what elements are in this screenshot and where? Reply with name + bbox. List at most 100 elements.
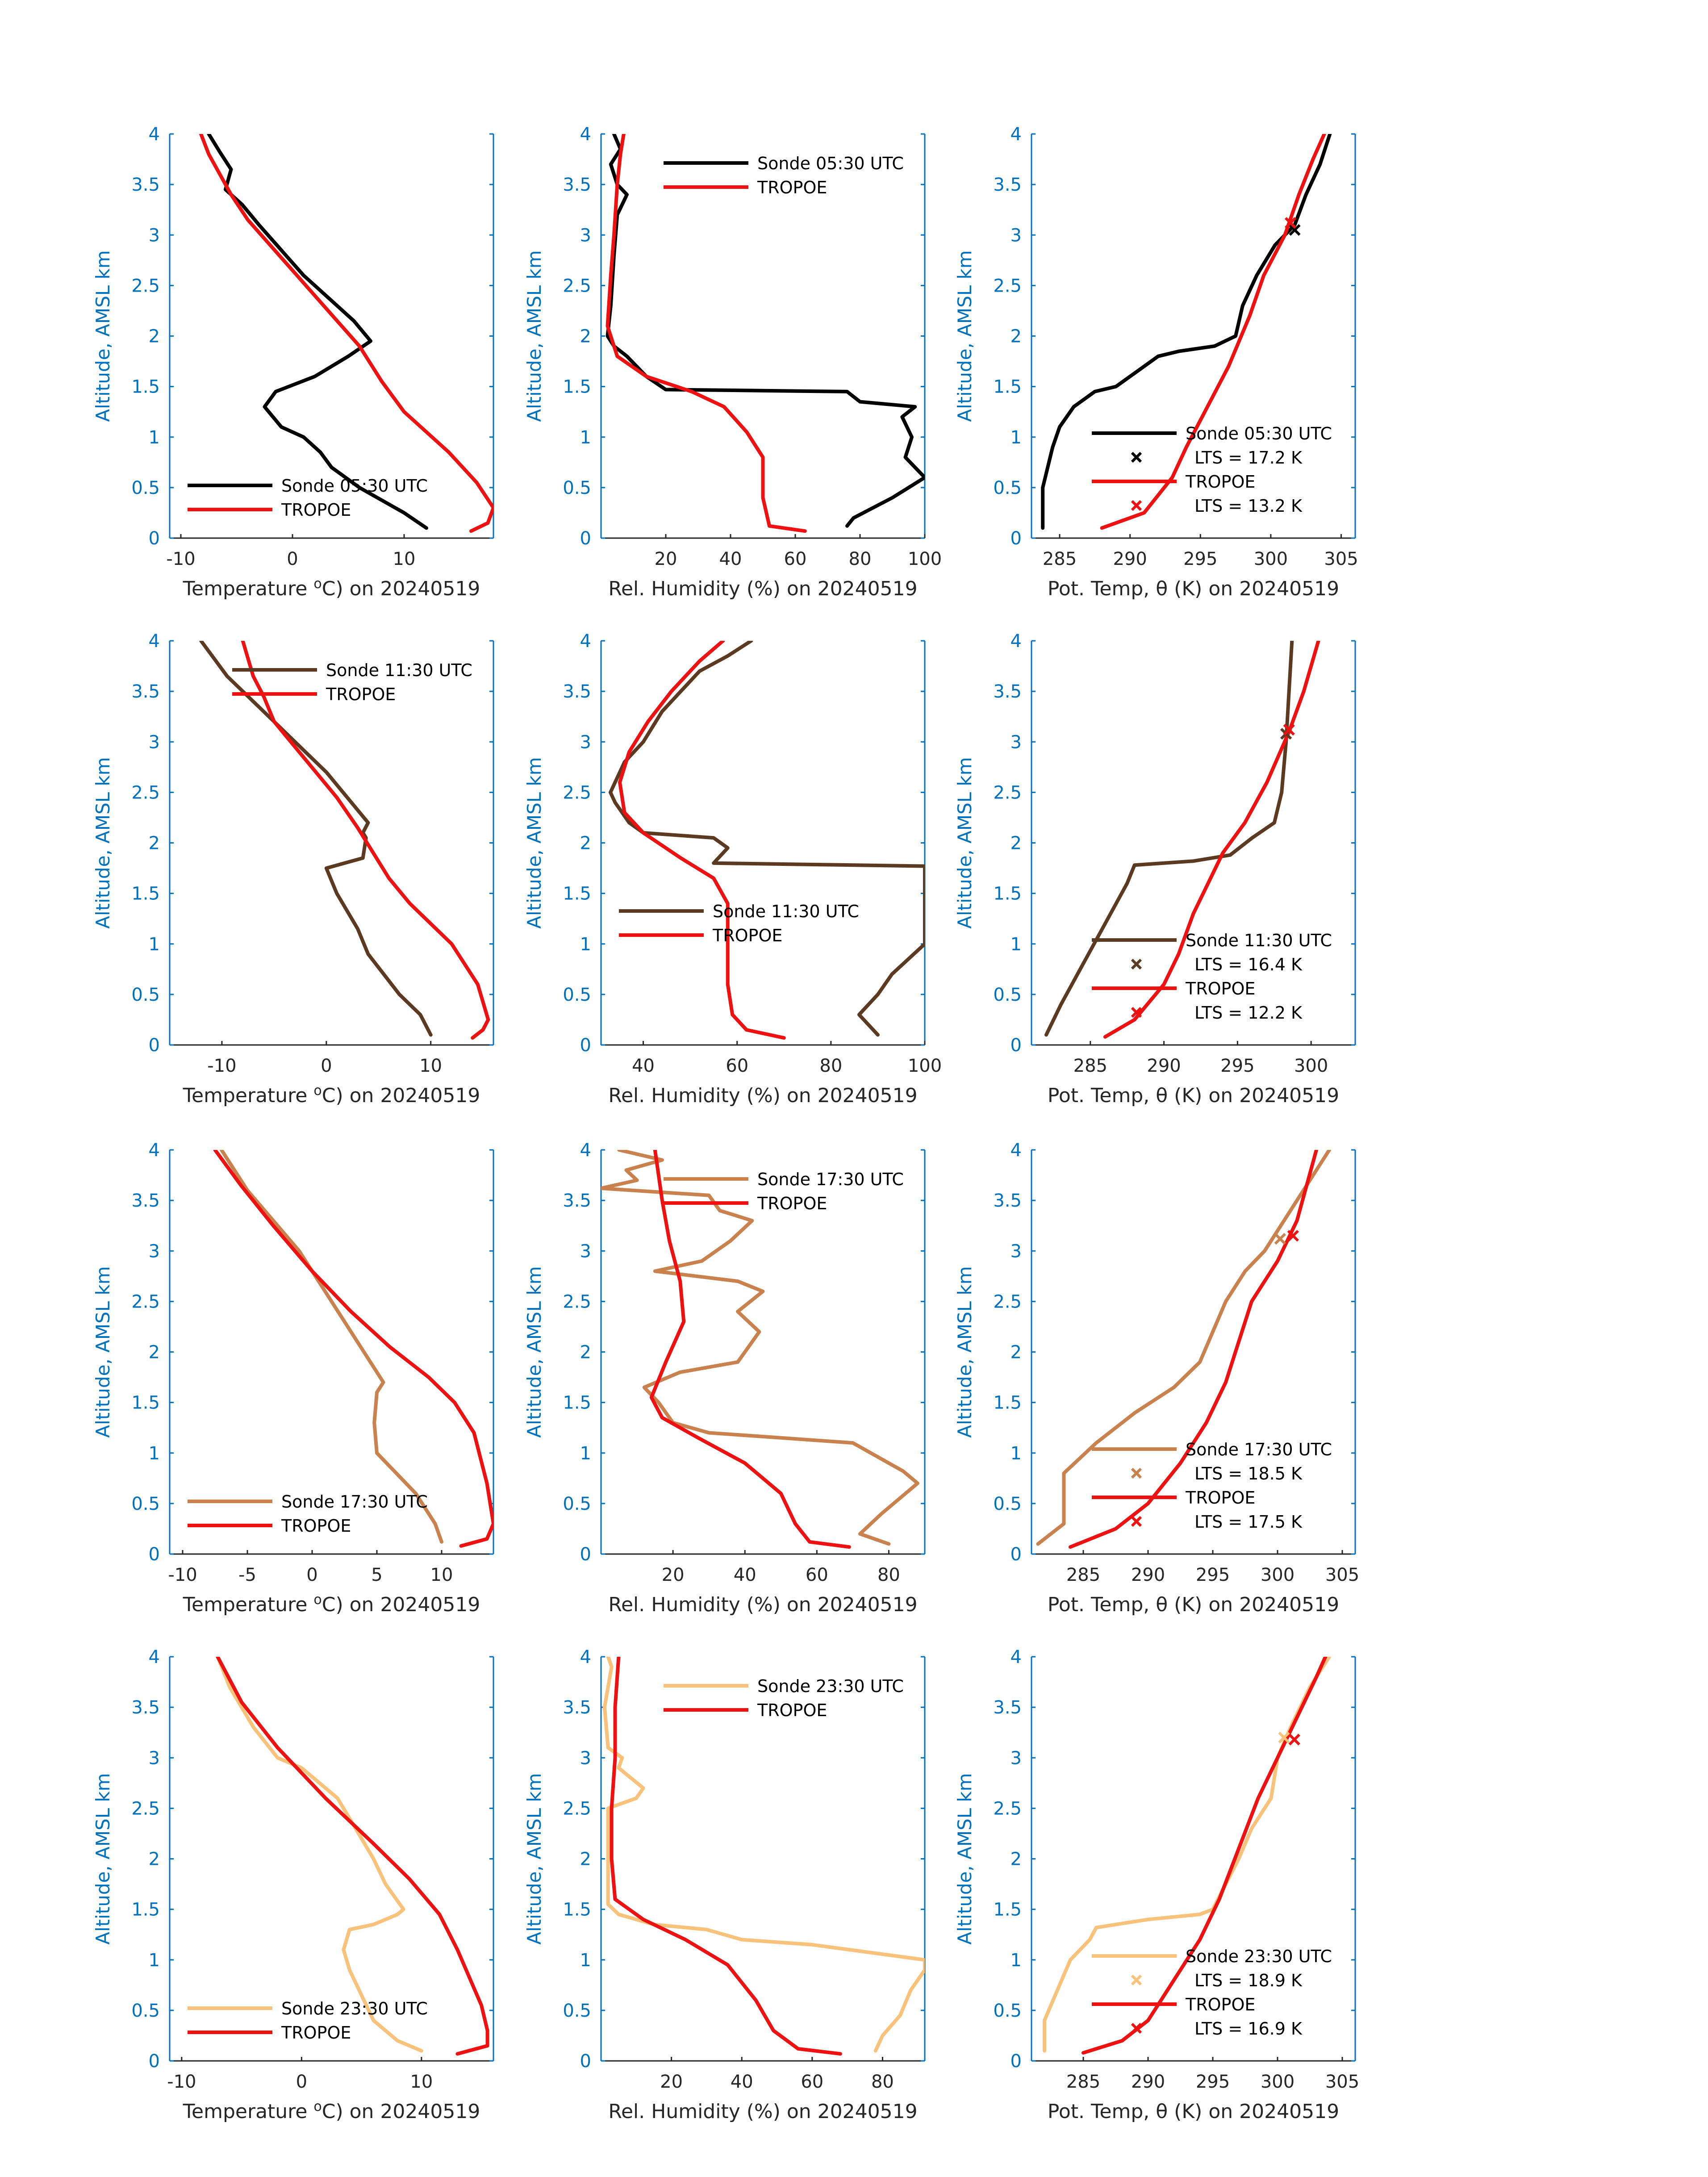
series-line-tropoe (213, 1150, 493, 1548)
y-tick-label: 0.5 (563, 2001, 591, 2021)
legend-label: Sonde 23:30 UTC (281, 1999, 428, 2018)
panel-r3-c2: 0 0.5 1 1.5 2 2.5 3 3.5 4 20 40 60 80 Altitude, AMSL … (523, 1140, 926, 1616)
lts-marker (1274, 1233, 1286, 1245)
series-group (609, 641, 925, 1040)
y-tick-label: 4 (580, 631, 591, 652)
panel-r4-c1: 0 0.5 1 1.5 2 2.5 3 3.5 4 -10 0 10 Altitude, AMSL km… (92, 1647, 494, 2123)
x-tick-label: -10 (207, 1056, 236, 1076)
y-tick-label: 3.5 (563, 1191, 591, 1211)
legend-marker (1131, 1007, 1142, 1018)
x-axis-label: Rel. Humidity (%) on 20240519 (608, 2100, 917, 2123)
y-tick-label: 3.5 (993, 681, 1022, 702)
y-tick-label: 2.5 (993, 276, 1022, 296)
x-tick-label: 295 (1183, 549, 1217, 569)
legend-label: Sonde 17:30 UTC (757, 1170, 904, 1189)
x-tick-label: 40 (734, 1565, 756, 1585)
y-tick-label: 1 (149, 1950, 160, 1971)
y-tick-label: 4 (1011, 631, 1022, 652)
legend-label: TROPOE (326, 685, 396, 704)
legend-label: LTS = 12.2 K (1194, 1003, 1303, 1023)
y-tick-label: 3.5 (131, 1191, 160, 1211)
y-tick-label: 0 (1011, 528, 1022, 549)
y-tick-label: 0.5 (993, 2001, 1022, 2021)
y-tick-label: 1 (1011, 1950, 1022, 1971)
x-tick-label: 10 (430, 1565, 453, 1585)
y-tick-label: 2.5 (131, 276, 160, 296)
series-line-sonde-05-30-utc (207, 134, 428, 530)
x-tick-label: 295 (1196, 1565, 1230, 1585)
x-tick-label: 20 (662, 1565, 685, 1585)
y-tick-label: 3.5 (993, 175, 1022, 195)
x-tick-label: 80 (871, 2072, 894, 2092)
x-tick-label: 10 (410, 2072, 433, 2092)
y-tick-label: 4 (149, 631, 160, 652)
y-tick-label: 2 (1011, 1342, 1022, 1363)
x-tick-label: 295 (1220, 1056, 1254, 1076)
series-line-sonde-17-30-utc (220, 1150, 443, 1544)
y-tick-label: 1 (149, 1443, 160, 1464)
y-tick-label: 1.5 (131, 1900, 160, 1920)
series-line-tropoe (241, 641, 490, 1040)
x-axis-label: Pot. Temp, θ (K) on 20240519 (1048, 1084, 1339, 1107)
y-tick-label: 1.5 (563, 377, 591, 397)
series-group (1043, 1657, 1331, 2055)
series-line-sonde-05-30-utc (1041, 134, 1332, 530)
y-tick-label: 3.5 (131, 175, 160, 195)
x-axis-label: Temperature oC) on 20240519 (183, 1592, 480, 1616)
y-tick-label: 0 (580, 1035, 591, 1056)
x-tick-label: 300 (1261, 1565, 1295, 1585)
y-tick-label: 4 (1011, 1647, 1022, 1667)
panel-r2-c3: 0 0.5 1 1.5 2 2.5 3 3.5 4 285 290 295 300 Altitude, A… (954, 631, 1356, 1107)
y-tick-label: 2.5 (131, 1798, 160, 1819)
lts-marker (1278, 1731, 1290, 1744)
y-tick-label: 0.5 (563, 1494, 591, 1514)
legend-marker (1131, 1974, 1142, 1986)
y-tick-label: 3 (1011, 732, 1022, 752)
series-line-tropoe (1082, 1657, 1328, 2055)
y-tick-label: 4 (149, 1140, 160, 1161)
x-tick-label: 290 (1131, 2072, 1165, 2092)
x-tick-label: 285 (1043, 549, 1077, 569)
y-axis-label: Altitude, AMSL km (954, 250, 976, 422)
x-tick-label: 60 (801, 2072, 823, 2092)
y-tick-label: 3 (580, 1241, 591, 1262)
y-tick-label: 2.5 (993, 782, 1022, 803)
y-axis-label: Altitude, AMSL km (523, 757, 545, 928)
y-tick-label: 0.5 (993, 985, 1022, 1005)
y-tick-label: 0.5 (563, 985, 591, 1005)
legend-marker (1131, 2022, 1142, 2034)
legend-label: TROPOE (281, 500, 351, 520)
series-line-tropoe (1069, 1150, 1318, 1549)
series-line-sonde-23-30-utc (216, 1657, 423, 2053)
y-tick-label: 3 (149, 1241, 160, 1262)
y-tick-label: 0.5 (993, 1494, 1022, 1514)
y-tick-label: 1.5 (563, 1393, 591, 1413)
y-tick-label: 4 (1011, 1140, 1022, 1161)
x-tick-label: 300 (1294, 1056, 1328, 1076)
x-axis-label: Pot. Temp, θ (K) on 20240519 (1048, 2100, 1339, 2123)
series-group (199, 134, 493, 533)
panel-r2-c2: 0 0.5 1 1.5 2 2.5 3 3.5 4 40 60 80 100 Altitude, AMSL… (523, 631, 942, 1107)
y-tick-label: 1 (580, 427, 591, 448)
y-tick-label: 0 (1011, 1544, 1022, 1565)
x-axis-label: Rel. Humidity (%) on 20240519 (608, 1593, 917, 1616)
y-tick-label: 2.5 (993, 1798, 1022, 1819)
series-group (213, 1150, 493, 1548)
y-tick-label: 0 (1011, 1035, 1022, 1056)
series-line-tropoe (216, 1657, 489, 2056)
y-tick-label: 3.5 (563, 1697, 591, 1718)
y-tick-label: 2 (149, 833, 160, 854)
x-tick-label: 285 (1073, 1056, 1107, 1076)
legend-label: LTS = 18.5 K (1194, 1464, 1303, 1483)
y-axis-label: Altitude, AMSL km (92, 1773, 114, 1944)
y-tick-label: 0 (580, 2051, 591, 2072)
y-tick-label: 2 (1011, 833, 1022, 854)
y-axis-label: Altitude, AMSL km (92, 250, 114, 422)
legend: Sonde 05:30 UTC TROPOE (188, 476, 428, 520)
y-tick-label: 4 (580, 1647, 591, 1667)
y-tick-label: 2.5 (563, 276, 591, 296)
legend-label: LTS = 13.2 K (1194, 496, 1303, 516)
y-tick-label: 1.5 (993, 377, 1022, 397)
x-tick-label: 305 (1325, 2072, 1359, 2092)
